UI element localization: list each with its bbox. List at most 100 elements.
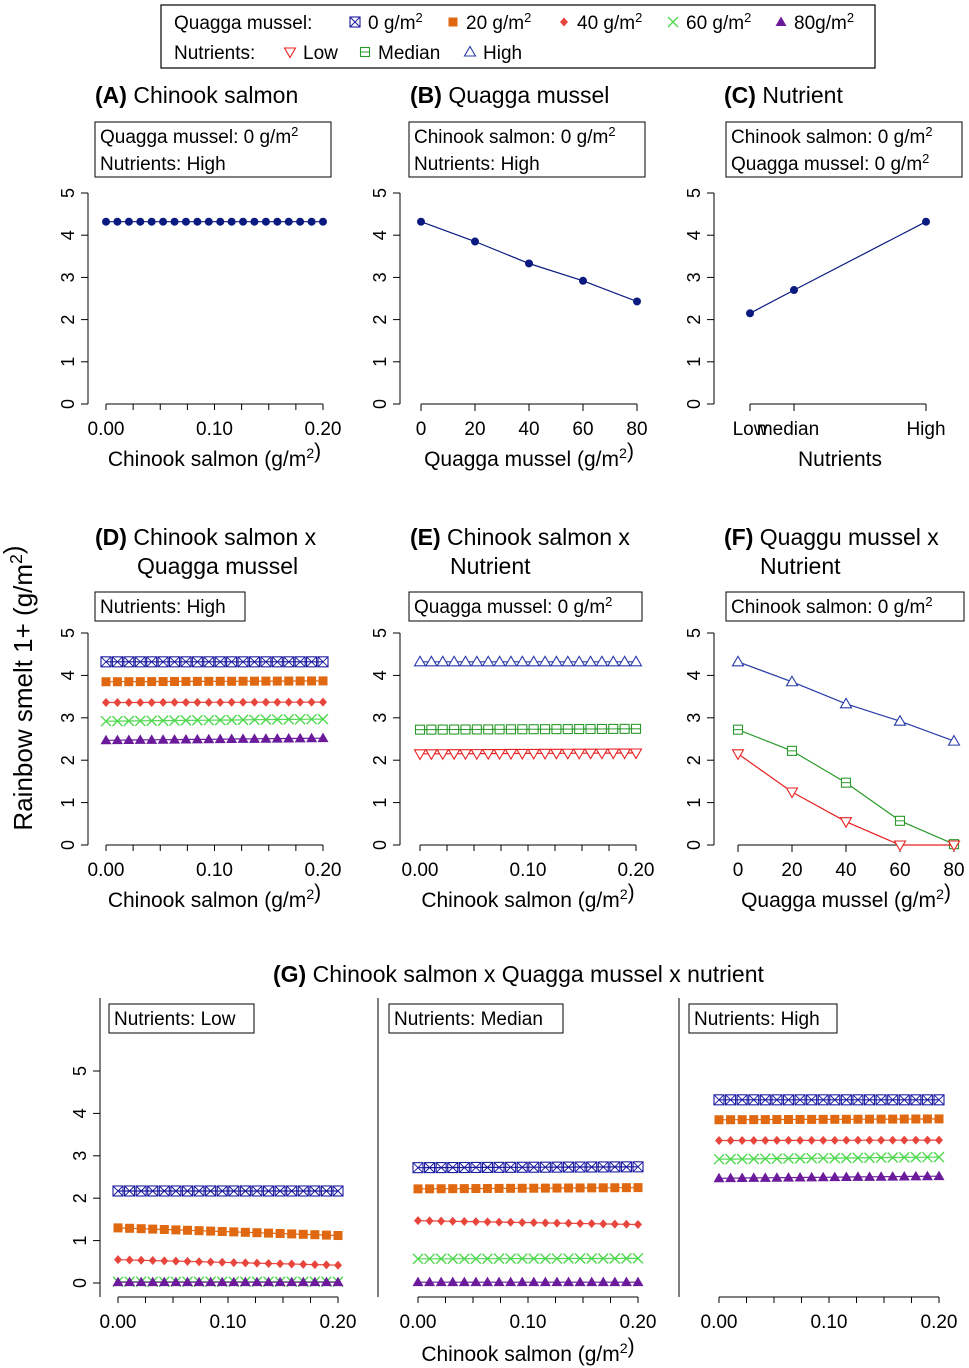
point-triangle bbox=[620, 1276, 632, 1287]
x-tick-label: 40 bbox=[835, 860, 856, 881]
data-point bbox=[147, 677, 157, 687]
data-point bbox=[137, 1255, 146, 1265]
point-x bbox=[237, 714, 249, 726]
point-square bbox=[529, 1183, 539, 1193]
point-square bbox=[182, 1225, 192, 1235]
point-cross bbox=[632, 1161, 644, 1173]
data-point bbox=[516, 1161, 528, 1173]
point-square bbox=[726, 1115, 736, 1125]
point-square bbox=[252, 1228, 262, 1238]
point-diamond bbox=[622, 1219, 631, 1229]
data-point bbox=[458, 1276, 470, 1287]
point-x bbox=[470, 1253, 482, 1265]
data-point bbox=[864, 1171, 876, 1181]
data-point bbox=[894, 815, 906, 826]
point-triangle-down bbox=[283, 47, 297, 59]
point-cross bbox=[470, 1162, 482, 1173]
point-cross bbox=[516, 1161, 528, 1173]
data-point bbox=[195, 1257, 204, 1267]
data-point bbox=[771, 1172, 783, 1182]
point-diamond bbox=[414, 1216, 422, 1226]
data-point bbox=[157, 734, 169, 744]
data-point bbox=[283, 656, 295, 668]
data-point bbox=[493, 1253, 505, 1265]
data-point bbox=[842, 1135, 851, 1145]
point-square bbox=[471, 1184, 481, 1194]
data-point bbox=[481, 1276, 493, 1287]
data-point bbox=[761, 1135, 770, 1145]
data-point bbox=[934, 1114, 944, 1124]
series-line bbox=[105, 718, 324, 722]
data-point bbox=[782, 1094, 795, 1106]
point-x bbox=[111, 715, 123, 727]
point-x bbox=[248, 714, 260, 726]
info-box-text: Nutrients: High bbox=[100, 597, 226, 618]
y-tick-label: 5 bbox=[58, 628, 78, 638]
point-square bbox=[349, 16, 361, 28]
data-point bbox=[113, 1223, 123, 1233]
data-point bbox=[349, 16, 361, 28]
data-point bbox=[170, 1185, 182, 1197]
data-point bbox=[528, 1161, 540, 1173]
data-point bbox=[214, 714, 226, 726]
point-square bbox=[448, 1184, 458, 1194]
data-point bbox=[853, 1114, 863, 1124]
info-box bbox=[94, 121, 332, 178]
data-point bbox=[877, 1135, 886, 1145]
data-point bbox=[898, 1170, 910, 1181]
data-point bbox=[921, 1094, 933, 1106]
data-point bbox=[852, 1171, 864, 1181]
point-cross bbox=[203, 656, 215, 668]
data-point bbox=[629, 748, 643, 760]
data-point bbox=[206, 1257, 215, 1267]
data-point bbox=[634, 1219, 642, 1229]
data-point bbox=[424, 1253, 436, 1265]
point-diamond bbox=[634, 1219, 642, 1229]
point-triangle bbox=[829, 1171, 841, 1182]
point-x bbox=[481, 1253, 493, 1265]
point-triangle bbox=[551, 1276, 563, 1287]
data-point bbox=[459, 655, 472, 667]
data-point bbox=[806, 1171, 818, 1182]
data-point bbox=[875, 1171, 887, 1181]
info-box bbox=[108, 1003, 255, 1034]
x-tick-label: 0.10 bbox=[510, 860, 547, 881]
point-triangle bbox=[748, 1172, 760, 1182]
data-point bbox=[947, 734, 961, 746]
data-point bbox=[585, 723, 596, 735]
point-triangle bbox=[309, 1276, 321, 1287]
x-tick-label: 0.00 bbox=[701, 1312, 738, 1333]
data-point bbox=[447, 1253, 459, 1265]
point-cross bbox=[205, 1185, 216, 1197]
point-triangle-down bbox=[584, 748, 597, 760]
data-point bbox=[124, 677, 134, 687]
data-point bbox=[493, 655, 507, 667]
data-point bbox=[572, 748, 586, 760]
data-point bbox=[261, 217, 270, 226]
data-point bbox=[273, 697, 282, 707]
x-tick-label: 0.00 bbox=[88, 860, 125, 881]
point-x bbox=[306, 713, 318, 725]
point-x bbox=[725, 1153, 737, 1165]
data-point bbox=[251, 1276, 263, 1287]
data-point bbox=[782, 1153, 794, 1165]
point-square bbox=[125, 1223, 135, 1233]
data-point bbox=[135, 1185, 147, 1197]
data-point bbox=[261, 697, 270, 707]
point-diamond bbox=[911, 1135, 920, 1145]
point-triangle bbox=[875, 1171, 887, 1181]
data-point bbox=[910, 1151, 922, 1163]
y-tick-label: 3 bbox=[684, 713, 704, 723]
data-point bbox=[295, 676, 305, 686]
data-point bbox=[287, 1259, 296, 1269]
x-tick-label: 0.10 bbox=[196, 419, 233, 440]
data-point bbox=[505, 1161, 517, 1173]
data-point bbox=[900, 1135, 909, 1145]
point-triangle-down bbox=[606, 748, 620, 760]
point-x bbox=[317, 713, 329, 725]
data-point bbox=[113, 217, 122, 226]
point-diamond bbox=[560, 17, 568, 27]
data-point bbox=[470, 1253, 482, 1265]
data-point bbox=[506, 1217, 515, 1227]
point-cross bbox=[794, 1094, 806, 1106]
